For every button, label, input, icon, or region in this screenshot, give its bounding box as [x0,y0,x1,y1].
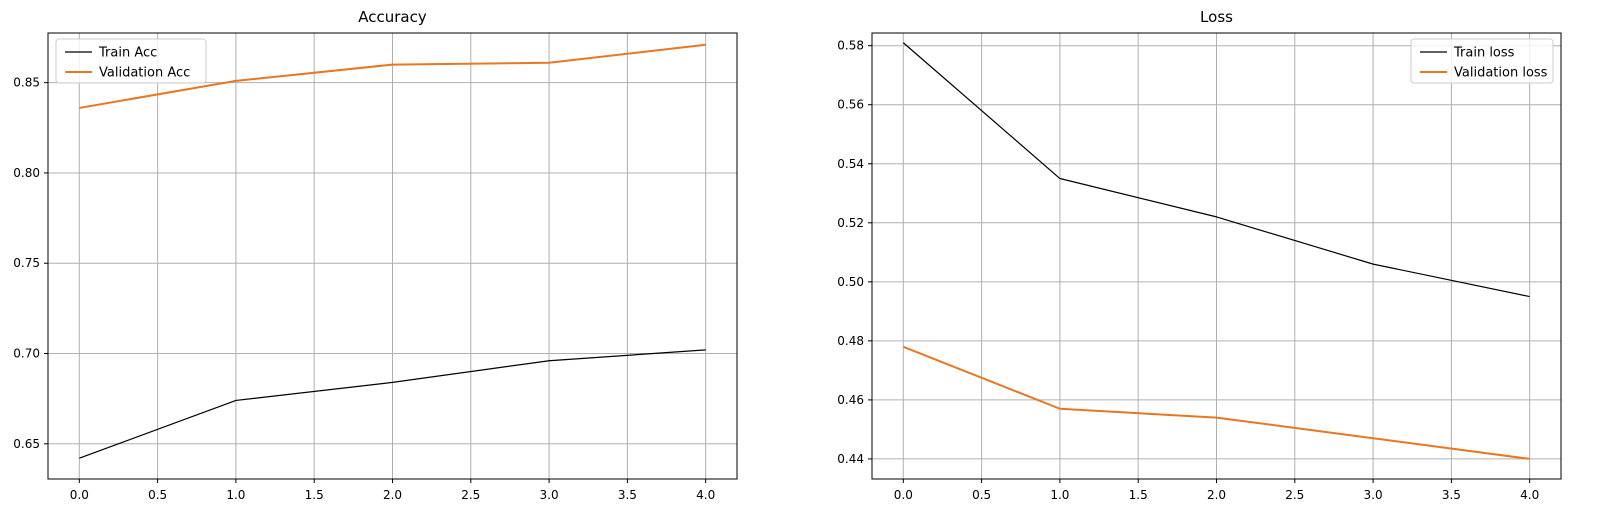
chart-title: Accuracy [358,8,427,26]
x-tick-label: 0.0 [70,488,89,502]
x-tick-label: 0.0 [894,488,913,502]
chart-title: Loss [1200,8,1233,26]
y-tick-label: 0.85 [13,76,40,90]
y-tick-label: 0.46 [837,393,864,407]
x-tick-label: 0.5 [148,488,167,502]
x-tick-label: 4.0 [1520,488,1539,502]
y-tick-label: 0.56 [837,98,864,112]
x-tick-label: 3.5 [618,488,637,502]
y-tick-label: 0.48 [837,334,864,348]
x-tick-label: 1.0 [1050,488,1069,502]
x-tick-label: 3.0 [1364,488,1383,502]
y-tick-label: 0.65 [13,437,40,451]
series-line-train [902,42,1530,298]
legend-label: Validation loss [1454,66,1548,81]
y-tick-label: 0.70 [13,347,40,361]
y-tick-label: 0.52 [837,216,864,230]
x-tick-label: 3.0 [540,488,559,502]
legend-label: Train loss [1453,46,1515,61]
x-tick-label: 2.5 [461,488,480,502]
y-tick-label: 0.50 [837,275,864,289]
series-line-validation [79,43,706,109]
x-tick-label: 1.5 [305,488,324,502]
x-tick-label: 2.0 [383,488,402,502]
y-tick-label: 0.80 [13,166,40,180]
x-tick-label: 3.5 [1442,488,1461,502]
y-tick-label: 0.75 [13,256,40,270]
legend-box [55,38,207,84]
legend: Train loss Validation loss [1410,38,1554,84]
x-tick-label: 1.5 [1129,488,1148,502]
accuracy-chart: 0.0 0.5 1.0 1.5 2.0 2.5 3.0 3.5 4.0 0.65 0.70 0.75 0… [13,8,738,502]
x-tick-label: 4.0 [696,488,715,502]
y-tick-label: 0.54 [837,157,864,171]
x-tick-label: 2.5 [1285,488,1304,502]
y-tick-label: 0.44 [837,452,864,466]
series-line-train [79,349,706,459]
x-tick-label: 0.5 [972,488,991,502]
y-tick-label: 0.58 [837,39,864,53]
x-tick-label: 2.0 [1207,488,1226,502]
loss-chart: 0.0 0.5 1.0 1.5 2.0 2.5 3.0 3.5 4.0 0.44 0.46 0.48 0… [837,8,1562,502]
x-tick-label: 1.0 [226,488,245,502]
series-line-validation [902,345,1530,460]
legend-label: Train Acc [98,46,157,61]
legend-label: Validation Acc [99,66,190,81]
legend: Train Acc Validation Acc [55,38,207,84]
